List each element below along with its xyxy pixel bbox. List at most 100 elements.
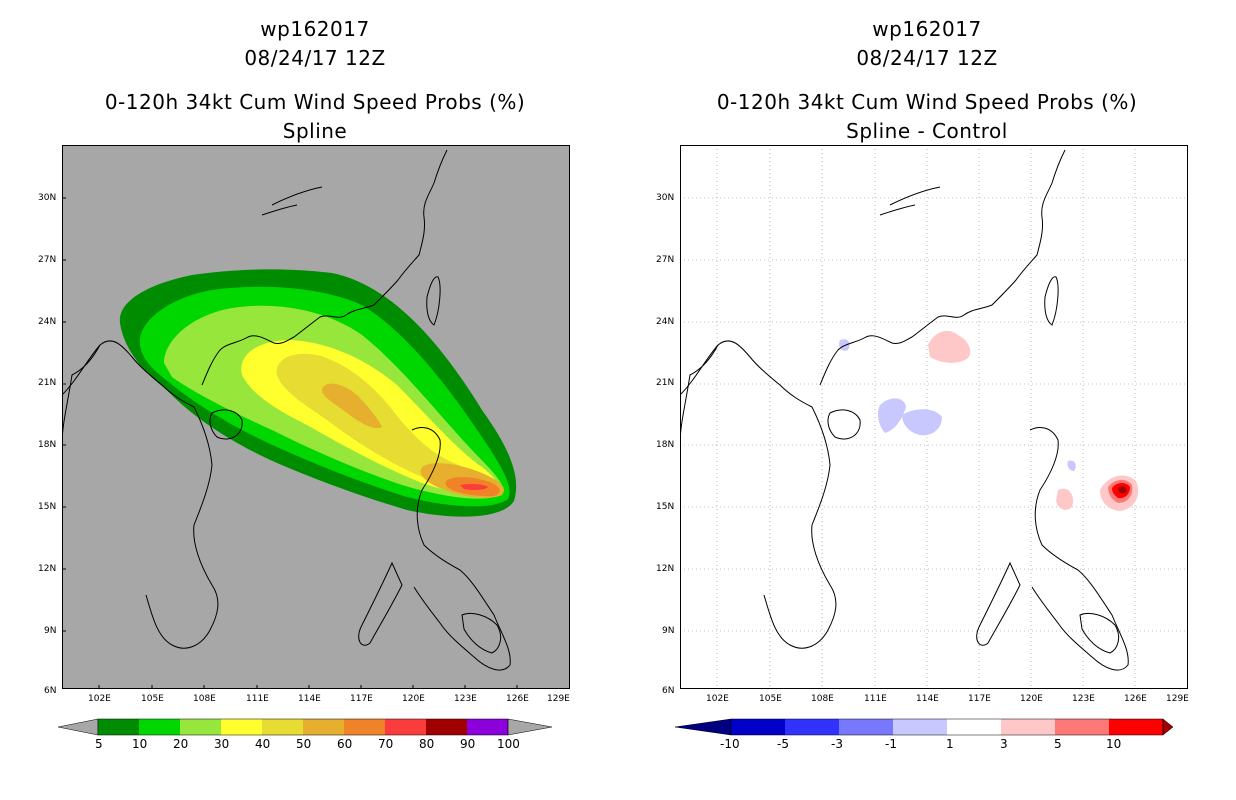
right-lat-label: 9N [662,626,675,636]
diff-blob-negative [839,339,850,351]
right-title-line2: 08/24/17 12Z [856,46,998,70]
right-lat-label: 12N [656,564,675,574]
right-colorbar-label: 3 [1000,737,1008,751]
left-colorbar-label: 100 [497,737,520,751]
left-colorbar-swatch [303,719,344,735]
right-colorbar-over-arrow [1162,718,1174,736]
left-lat-label: 9N [44,626,57,636]
left-lon-label: 114E [298,694,321,704]
diff-blob-positive [1056,488,1074,510]
left-colorbar-swatch [262,719,303,735]
right-lon-label: 126E [1124,694,1147,704]
right-lon-label: 102E [706,694,729,704]
right-lat-label: 21N [656,378,675,388]
left-colorbar-label: 60 [337,737,353,751]
left-colorbar-label: 30 [214,737,230,751]
right-map-frame [680,145,1188,689]
left-colorbar-swatch [221,719,262,735]
right-title-line3: 0-120h 34kt Cum Wind Speed Probs (%) [716,90,1138,114]
right-colorbar-swatch [731,719,785,735]
left-lon-label: 120E [402,694,425,704]
right-map [680,145,1188,689]
left-map [62,145,570,689]
right-colorbar [675,718,1174,736]
left-lat-label: 18N [38,440,57,450]
left-lon-label: 117E [350,694,373,704]
left-lon-label: 129E [547,694,570,704]
right-lat-label: 30N [656,193,675,203]
right-lon-label: 117E [968,694,991,704]
right-lon-label: 120E [1020,694,1043,704]
left-title-line4: Spline [282,119,348,143]
left-map-frame [62,145,570,689]
left-colorbar-swatch [385,719,426,735]
left-tick-marks [62,197,518,689]
left-lon-label: 102E [88,694,111,704]
left-colorbar-swatch [180,719,221,735]
left-colorbar-over-arrow [507,718,553,736]
right-lon-label: 129E [1166,694,1189,704]
right-lon-label: 105E [759,694,782,704]
left-colorbar-swatch [98,719,139,735]
left-lat-label: 12N [38,564,57,574]
right-lon-label: 108E [811,694,834,704]
right-title-line1: wp162017 [872,17,982,41]
right-lon-label: 114E [916,694,939,704]
left-lat-label: 30N [38,193,57,203]
left-colorbar-label: 70 [378,737,394,751]
left-lat-label: 6N [44,686,57,696]
diff-blob-negative [1067,460,1076,471]
left-colorbar-label: 10 [132,737,148,751]
left-colorbar-label: 20 [173,737,189,751]
right-colorbar-label: 5 [1054,737,1062,751]
right-lat-label: 27N [656,255,675,265]
left-lat-label: 21N [38,378,57,388]
right-lat-label: 6N [662,686,675,696]
left-title-line3: 0-120h 34kt Cum Wind Speed Probs (%) [104,90,526,114]
left-colorbar-swatch [467,719,508,735]
left-lat-label: 15N [38,502,57,512]
right-lat-label: 15N [656,502,675,512]
left-colorbar-label: 50 [296,737,312,751]
prob-contour-70 [460,483,488,491]
right-colorbar-swatch [1001,719,1055,735]
left-lon-label: 111E [246,694,269,704]
left-title-line2: 08/24/17 12Z [244,46,386,70]
right-colorbar-swatch [839,719,893,735]
right-colorbar-swatch [1109,719,1163,735]
right-colorbar-label: -5 [777,737,789,751]
left-colorbar-label: 40 [255,737,271,751]
right-lon-label: 123E [1072,694,1095,704]
right-colorbar-label: -3 [831,737,843,751]
diff-blob-positive-10 [1118,486,1127,494]
left-colorbar-under-arrow [58,718,99,736]
prob-contour-50-a [322,383,382,429]
left-lon-label: 126E [506,694,529,704]
right-colorbar-swatch [893,719,947,735]
coastline [62,149,511,671]
right-title-line4: Spline - Control [846,119,1008,143]
diff-blob-negative [877,398,906,433]
left-colorbar-label: 90 [460,737,476,751]
right-lon-label: 111E [864,694,887,704]
right-colorbar-swatch [785,719,839,735]
left-colorbar-swatch [426,719,467,735]
right-colorbar-label: 1 [946,737,954,751]
left-colorbar [58,718,553,736]
left-lat-label: 27N [38,255,57,265]
diff-blob-positive [928,330,971,363]
diff-blob-negative [902,409,942,436]
right-lat-label: 18N [656,440,675,450]
right-colorbar-swatch [1055,719,1109,735]
right-lat-label: 24N [656,317,675,327]
left-colorbar-label: 80 [419,737,435,751]
right-colorbar-label: 10 [1106,737,1122,751]
left-colorbar-label: 5 [95,737,103,751]
left-colorbar-swatch [344,719,385,735]
right-colorbar-label: -10 [720,737,740,751]
left-title-line1: wp162017 [260,17,370,41]
left-lon-label: 123E [454,694,477,704]
right-colorbar-under-arrow [675,718,732,736]
left-lon-label: 108E [193,694,216,704]
left-lon-label: 105E [141,694,164,704]
